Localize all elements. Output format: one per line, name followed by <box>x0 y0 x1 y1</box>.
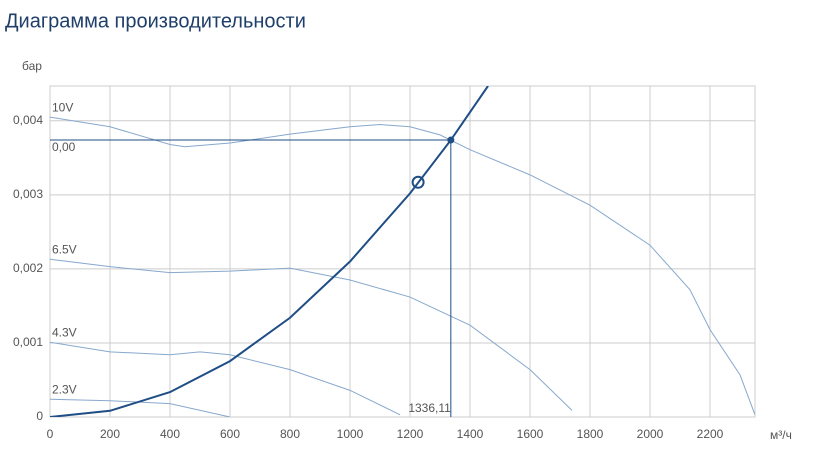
series-label: 2.3V <box>52 382 77 396</box>
x-tick-label: 200 <box>100 427 120 441</box>
x-tick-label: 400 <box>160 427 180 441</box>
y-tick-label: 0,003 <box>13 187 43 201</box>
x-tick-label: 1200 <box>397 427 424 441</box>
series-line <box>50 341 401 416</box>
operating-point <box>447 136 455 144</box>
series-line <box>50 116 755 415</box>
x-tick-label: 1800 <box>577 427 604 441</box>
x-tick-label: 2200 <box>697 427 724 441</box>
operating-x-label: 1336,11 <box>408 401 451 415</box>
plot-area <box>49 85 756 418</box>
y-tick-label: 0 <box>36 409 43 423</box>
y-tick-label: 0,001 <box>13 335 43 349</box>
x-tick-label: 800 <box>280 427 300 441</box>
series-label: 10V <box>52 100 73 114</box>
series-label: 6.5V <box>52 242 77 256</box>
design-point <box>411 175 425 189</box>
x-axis-label: м³/ч <box>770 428 792 442</box>
operating-y-label: 0,00 <box>52 140 76 154</box>
x-tick-label: 1600 <box>517 427 544 441</box>
series-line <box>50 258 573 411</box>
y-tick-label: 0,004 <box>13 113 43 127</box>
y-axis-label: бар <box>22 59 42 73</box>
x-tick-label: 2000 <box>637 427 664 441</box>
chart-title: Диаграмма производительности <box>5 10 306 32</box>
series-line <box>50 86 489 417</box>
x-tick-label: 600 <box>220 427 240 441</box>
x-tick-label: 1000 <box>337 427 364 441</box>
x-tick-label: 1400 <box>457 427 484 441</box>
y-tick-label: 0,002 <box>13 261 43 275</box>
series-label: 4.3V <box>52 325 77 339</box>
x-tick-label: 0 <box>47 427 54 441</box>
